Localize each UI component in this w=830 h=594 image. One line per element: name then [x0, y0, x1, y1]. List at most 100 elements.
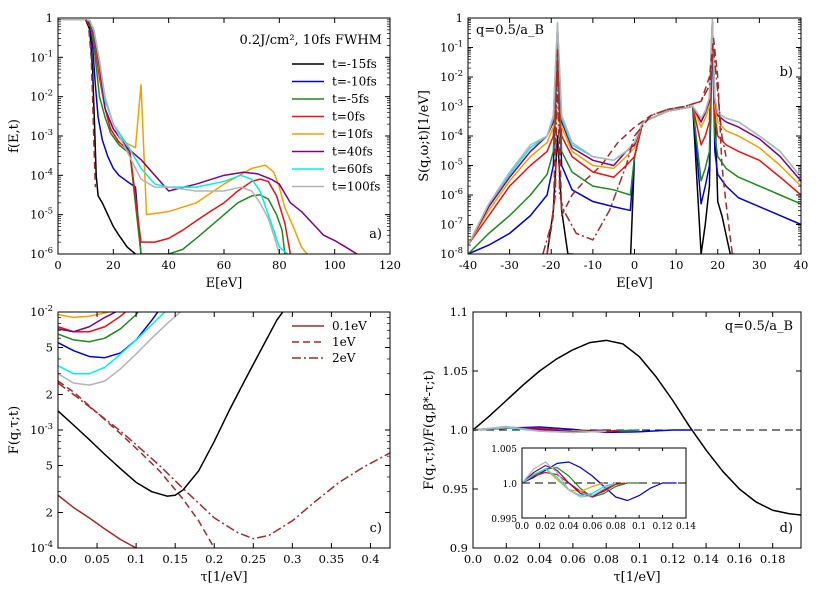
chart-c-x-tick-label-6: 0.3 [283, 552, 301, 566]
chart-c-series-1-line [58, 380, 215, 548]
chart-a-y-tick-label-4: 10-4 [30, 167, 53, 182]
chart-b-y-tick-label-5: 10-5 [440, 158, 463, 173]
chart-c-series-8-line [58, 312, 118, 333]
chart-a-x-tick-label-6: 120 [379, 258, 401, 272]
chart-c-series-9-line [58, 312, 166, 375]
chart-a-series-6-line [58, 19, 289, 254]
chart-c-y-tick-label-3: 10-3 [30, 422, 53, 437]
chart-b-x-tick-label-2: -20 [542, 258, 561, 272]
chart-d-x-tick-label-2: 0.04 [527, 552, 553, 566]
chart-d-x-tick-label-5: 0.1 [630, 552, 648, 566]
chart-d-inset-x-tick-label-1: 0.02 [535, 522, 555, 532]
chart-c-y-tick-label-4: 5 [46, 459, 53, 473]
chart-b-series-5-line [468, 20, 801, 246]
chart-a-legend-label-0: t=-15fs [332, 57, 377, 71]
chart-b-x-tick-label-6: 20 [710, 258, 725, 272]
chart-d-x-axis-label: τ[1/eV] [613, 570, 660, 585]
chart-b-series-6-line [468, 20, 801, 246]
chart-d-inset-series-6-line [522, 461, 616, 498]
chart-b-series-2-line [468, 26, 801, 254]
chart-d-inset-x-tick-label-0: 0.0 [515, 522, 530, 532]
chart-c-x-axis-label: τ[1/eV] [200, 570, 247, 585]
chart-c-series-4-line [58, 312, 159, 359]
chart-b-x-tick-label-3: -10 [584, 258, 603, 272]
chart-b-series-9-line [542, 46, 727, 254]
chart-b-y-tick-label-8: 10-8 [440, 246, 463, 261]
chart-d-y-tick-label-2: 1.0 [450, 423, 468, 437]
chart-d-inset-x-tick-label-4: 0.08 [606, 522, 626, 532]
chart-b-x-tick-label-5: 10 [669, 258, 684, 272]
chart-a-x-tick-label-5: 100 [324, 258, 346, 272]
chart-b-annotation: q=0.5/a_B [476, 23, 544, 38]
chart-a-annotation: 0.2J/cm², 10fs FWHM [239, 33, 382, 48]
chart-a-y-tick-label-3: 10-3 [30, 128, 53, 143]
chart-b-y-tick-label-6: 10-6 [440, 187, 463, 202]
chart-d-inset-series-4-line [522, 464, 617, 498]
chart-b-x-tick-label-0: -40 [459, 258, 478, 272]
chart-d-x-tick-label-9: 0.18 [760, 552, 786, 566]
chart-c-series-3-line [58, 312, 284, 497]
chart-d-x-tick-label-3: 0.06 [560, 552, 586, 566]
chart-d-series-7-line [473, 425, 607, 434]
chart-b-series-8-line [546, 37, 734, 254]
chart-c-panel: 0.0 0.05 0.1 0.15 0.2 0.25 0.3 0.35 0.4 10-2 5 2 10-… [7, 304, 391, 585]
chart-a-series-1-line [58, 19, 142, 254]
chart-a-y-tick-label-2: 10-2 [30, 89, 53, 104]
chart-b-panel-label: b) [780, 65, 793, 80]
chart-a-series-5-line [58, 19, 358, 254]
chart-c-x-tick-label-5: 0.25 [240, 552, 266, 566]
chart-c-legend-label-1: 1eV [332, 335, 356, 349]
chart-a-x-tick-label-3: 60 [217, 258, 232, 272]
chart-c-x-tick-label-1: 0.05 [84, 552, 110, 566]
chart-a-series-8-line [85, 19, 97, 188]
chart-a-series-3-line [58, 19, 292, 254]
chart-c-x-tick-label-0: 0.0 [49, 552, 67, 566]
chart-d-inset-x-tick-label-2: 0.04 [559, 522, 579, 532]
chart-d-x-tick-label-6: 0.12 [660, 552, 686, 566]
chart-a-series-7-line [58, 19, 281, 254]
chart-b-y-tick-label-1: 10-1 [440, 40, 463, 55]
chart-d-y-tick-label-3: 1.05 [442, 364, 468, 378]
chart-d-inset-x-tick-label-5: 0.1 [632, 522, 646, 532]
chart-a-legend-label-6: t=60fs [332, 162, 373, 176]
chart-d-x-tick-label-8: 0.16 [727, 552, 753, 566]
chart-a-y-tick-label-0: 1 [46, 11, 53, 25]
chart-a-legend-label-3: t=0fs [332, 110, 365, 124]
chart-a-legend-label-7: t=100fs [332, 180, 380, 194]
chart-b-x-tick-label-4: 0 [631, 258, 638, 272]
chart-d-y-tick-label-1: 0.95 [442, 482, 468, 496]
chart-b-x-tick-label-7: 30 [752, 258, 767, 272]
chart-c-y-tick-label-0: 10-2 [30, 304, 53, 319]
chart-d-y-axis-label: F(q,τ;t)/F(q,β*-τ;t) [422, 370, 437, 490]
chart-b-y-tick-label-3: 10-3 [440, 99, 463, 114]
chart-a-x-tick-label-1: 20 [106, 258, 121, 272]
chart-a-legend-label-2: t=-5fs [332, 92, 369, 106]
chart-a-x-axis-label: E[eV] [206, 276, 243, 291]
chart-d-x-tick-label-1: 0.02 [493, 552, 519, 566]
chart-c-y-tick-label-5: 2 [46, 505, 53, 519]
chart-d-y-tick-label-4: 1.1 [450, 305, 468, 319]
chart-d-inset-x-tick-label-6: 0.12 [653, 522, 673, 532]
chart-c-y-tick-label-2: 2 [46, 387, 53, 401]
chart-d-x-tick-label-7: 0.14 [693, 552, 719, 566]
chart-a-y-tick-label-6: 10-6 [30, 246, 53, 261]
chart-c-panel-label: c) [370, 521, 382, 536]
chart-d-inset-panel: 0.0 0.02 0.04 0.06 0.08 0.1 0.12 0.14 0.995 1.0 1.… [491, 445, 696, 532]
chart-b-y-tick-label-4: 10-4 [440, 128, 463, 143]
chart-c-series-6-line [58, 312, 127, 333]
chart-d-inset-x-tick-label-7: 0.14 [676, 522, 696, 532]
chart-a-panel: 0 20 40 60 80 100 120 1 10-1 10-2 10-3 10-4 10-5 10-6… [7, 11, 401, 291]
chart-d-inset-y-tick-label-0: 0.995 [491, 515, 517, 525]
chart-d-panel: 0.0 0.02 0.04 0.06 0.08 0.1 0.12 0.14 0.16 0.180.… [422, 305, 802, 585]
chart-b-y-tick-label-7: 10-7 [440, 217, 463, 232]
chart-c-series-0-line [58, 494, 139, 548]
chart-c-x-tick-label-4: 0.2 [205, 552, 223, 566]
chart-c-legend-label-2: 2eV [332, 351, 356, 365]
chart-a-x-tick-label-2: 40 [161, 258, 176, 272]
chart-c-series-10-line [58, 312, 182, 386]
chart-d-inset-series-2-line [522, 471, 626, 497]
chart-b-panel: -40 -30 -20 -10 0 10 20 30 40 1 10-1 10-2 10-3 10-4 10… [417, 11, 808, 291]
chart-c-x-tick-label-7: 0.35 [319, 552, 345, 566]
chart-d-x-tick-label-0: 0.0 [464, 552, 482, 566]
